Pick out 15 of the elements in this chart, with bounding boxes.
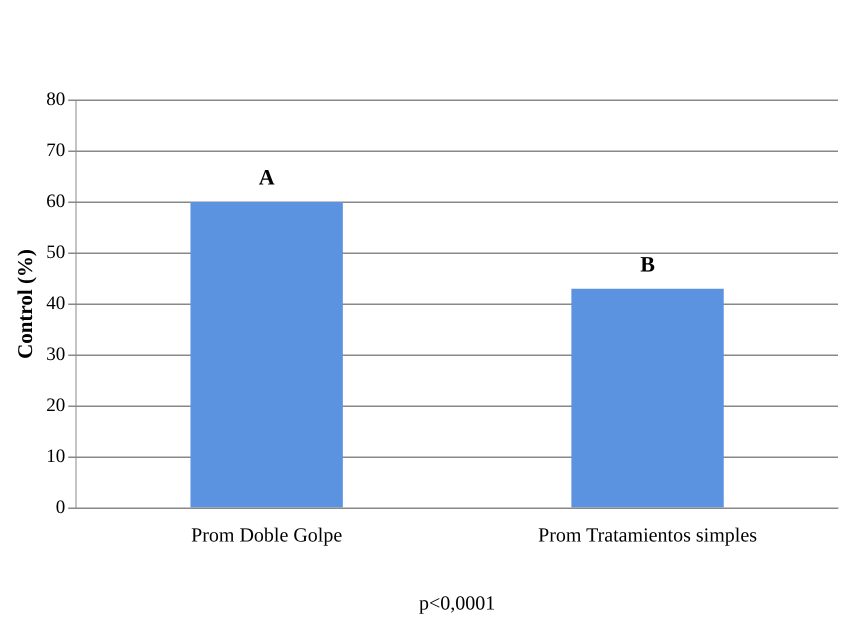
y-tick-label: 10 [46, 446, 66, 467]
text: p<0,0001 [418, 592, 496, 614]
y-axis-title: Control (%) [13, 249, 38, 359]
y-tick-label: 30 [46, 344, 66, 365]
y-tick-label: 40 [46, 292, 66, 314]
x-tick-label: Prom Tratamientos simples [538, 524, 758, 546]
y-tick-label: 20 [46, 394, 66, 416]
y-tick-label: 60 [46, 190, 66, 212]
annotation: A [258, 164, 275, 190]
y-tick-label: 80 [46, 88, 66, 110]
y-tick-label: 70 [46, 140, 66, 161]
annotation: B [640, 251, 656, 276]
y-tick-label: 0 [56, 496, 66, 518]
x-tick-label: Prom Doble Golpe [191, 524, 342, 546]
y-tick-label: 50 [46, 242, 66, 263]
